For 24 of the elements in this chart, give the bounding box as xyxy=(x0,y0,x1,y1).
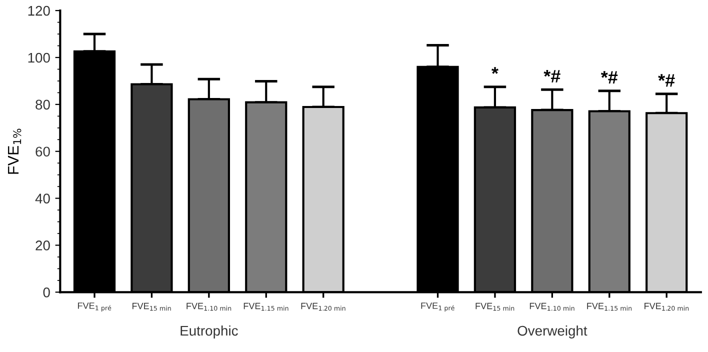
x-tick-label: FVE$_{1 pré}$ xyxy=(421,302,454,312)
y-tick-label: 0 xyxy=(43,287,50,298)
x-tick-label: FVE$_{1 pré}$ xyxy=(78,302,112,312)
x-tick-label: FVE$_{1.20 min}$ xyxy=(644,302,689,311)
y-tick-label: 60 xyxy=(36,146,50,157)
y-tick-label: 100 xyxy=(28,52,50,63)
x-tick-label: FVE$_{15 min}$ xyxy=(476,302,514,311)
x-tick-label: FVE$_{1.15 min}$ xyxy=(587,302,632,311)
data-label: *# xyxy=(600,71,618,84)
data-label: *# xyxy=(544,70,560,82)
x-tick-label: FVE$_{15 min}$ xyxy=(132,302,171,311)
y-tick-label: 40 xyxy=(35,194,50,204)
x-tick-label: FVE$_{1.20 min}$ xyxy=(301,302,346,311)
text: Eutrophic xyxy=(180,325,238,338)
x-tick-label: FVE$_{1.10 min}$ xyxy=(530,302,574,311)
x-tick-label: FVE$_{1.15 min}$ xyxy=(244,302,288,311)
y-tick-label: 20 xyxy=(36,240,50,250)
y-axis-title: FVE$_{1%}$ xyxy=(8,128,22,174)
y-tick-label: 120 xyxy=(28,6,50,16)
x-tick-label: FVE$_{1.10 min}$ xyxy=(186,302,232,311)
data-label: * xyxy=(492,67,498,74)
y-tick-label: 80 xyxy=(36,100,50,110)
data-label: *# xyxy=(658,74,675,87)
text: Overweight xyxy=(518,325,588,338)
